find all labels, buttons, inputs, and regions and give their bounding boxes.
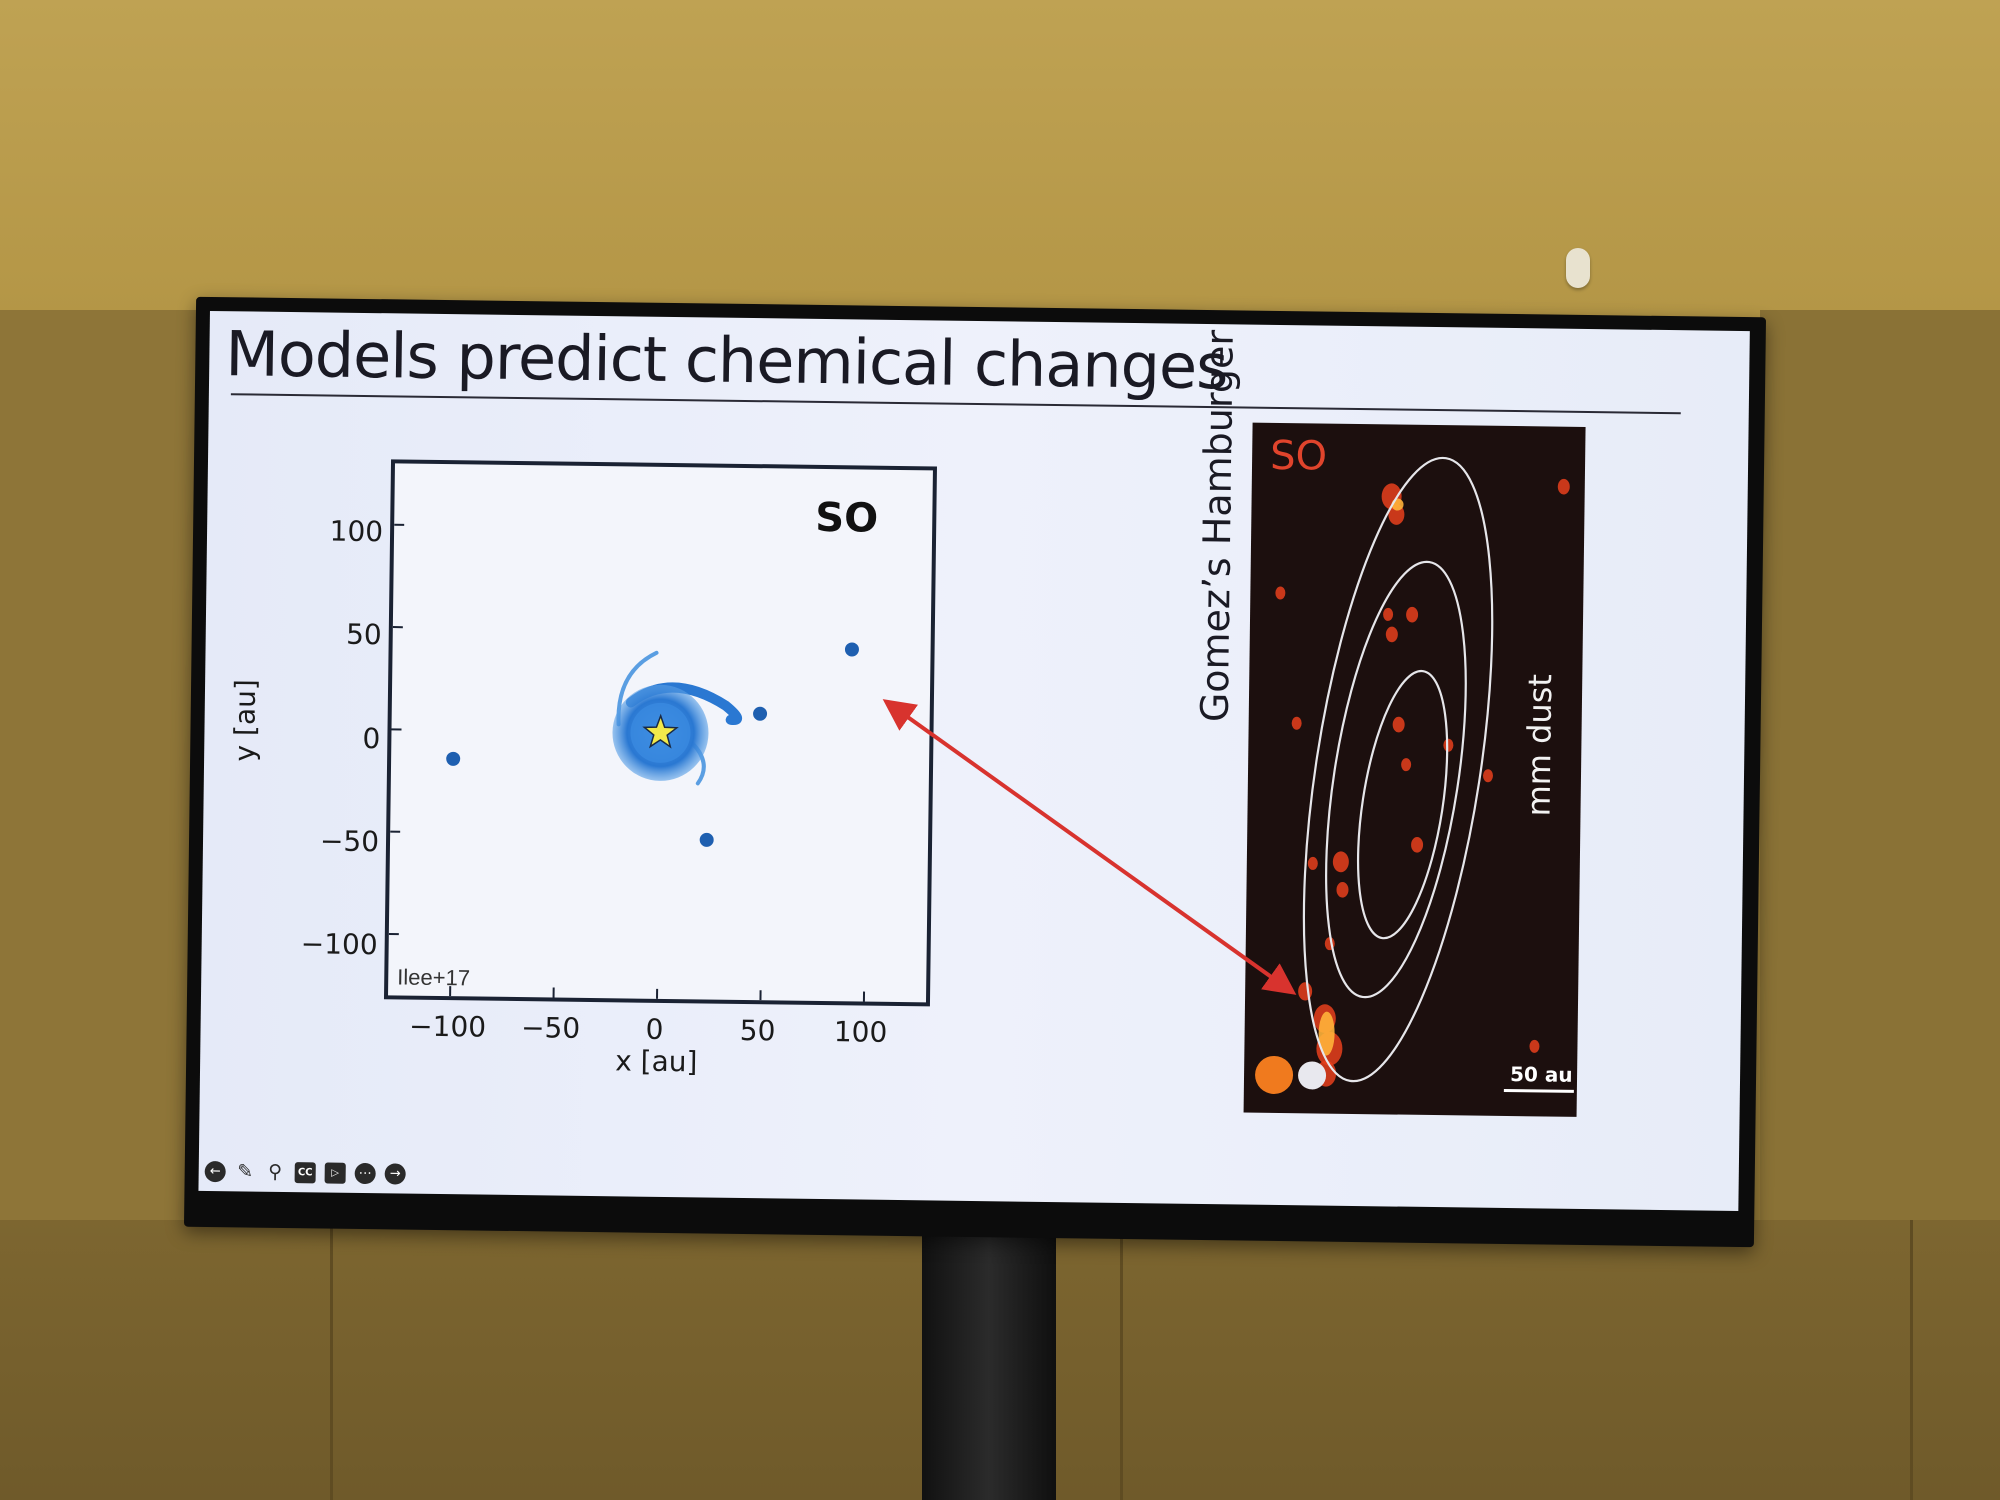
arrow-line <box>882 699 1297 995</box>
so-emission-clump <box>1557 478 1570 495</box>
annotation-arrow <box>882 699 1297 995</box>
observation-map <box>1255 456 1570 1094</box>
clump <box>753 706 768 721</box>
model-plot-map <box>388 523 866 1002</box>
so-emission-clump <box>1336 882 1349 898</box>
pen-icon[interactable]: ✎ <box>237 1160 254 1183</box>
so-emission-clump <box>1529 1039 1540 1053</box>
more-icon[interactable]: ⋯ <box>354 1162 376 1185</box>
clump <box>446 751 461 766</box>
slide-screen: Models predict chemical changes 100 50 0… <box>198 310 1750 1212</box>
search-icon[interactable]: ⚲ <box>268 1160 283 1183</box>
clump <box>844 642 859 657</box>
so-emission-clump <box>1332 851 1349 873</box>
dust-contour <box>1356 669 1449 940</box>
so-emission-clump <box>1307 856 1318 870</box>
presenter-toolbar: ← ✎ ⚲ CC ▷ ⋯ → <box>204 1160 406 1185</box>
captions-icon[interactable]: CC <box>294 1162 316 1184</box>
wall-seam <box>1120 1220 1123 1500</box>
observation-image: SO mm dust 50 au <box>1243 422 1586 1117</box>
so-emission-clump <box>1443 738 1454 752</box>
dust-contour <box>1302 456 1494 1083</box>
so-emission-clump <box>1401 758 1412 772</box>
monitor: Models predict chemical changes 100 50 0… <box>183 296 1767 1248</box>
wall-seam <box>1910 1220 1913 1500</box>
video-off-icon[interactable]: ▷ <box>324 1162 346 1184</box>
wall-seam <box>330 1220 333 1500</box>
so-emission-peak <box>1318 1011 1335 1056</box>
so-emission-clump <box>1385 626 1398 643</box>
so-emission-clump <box>1411 836 1424 853</box>
so-emission-clump <box>1275 586 1286 600</box>
back-icon[interactable]: ← <box>204 1160 226 1183</box>
so-emission-clump <box>1406 606 1419 623</box>
clump <box>699 832 714 847</box>
dust-contour <box>1325 560 1467 999</box>
so-emission-clump <box>1482 769 1493 783</box>
monitor-stand <box>922 1215 1056 1500</box>
dust-beam <box>1298 1061 1327 1090</box>
wall-sensor <box>1566 248 1590 288</box>
so-beam <box>1255 1055 1294 1094</box>
star-icon <box>642 713 679 749</box>
so-emission-clump <box>1383 607 1394 621</box>
forward-icon[interactable]: → <box>384 1163 406 1185</box>
so-emission-clump <box>1392 716 1405 733</box>
